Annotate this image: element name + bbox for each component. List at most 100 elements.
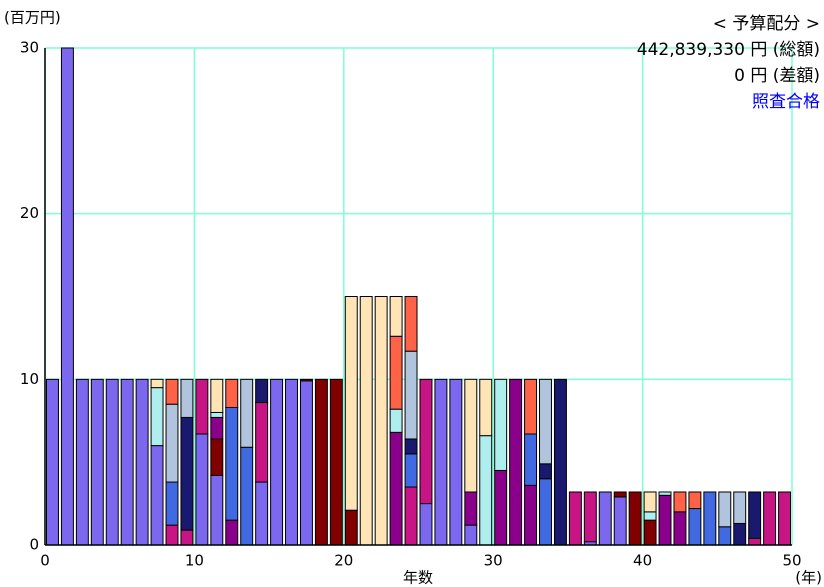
bar-segment (135, 378, 149, 546)
bar-segment (75, 378, 89, 546)
bar-segment (688, 491, 702, 510)
bar-segment (688, 508, 702, 546)
y-unit-label: (百万円) (4, 9, 61, 27)
bar-segment (733, 491, 747, 524)
bar-segment (240, 378, 254, 448)
bar-segment (389, 335, 403, 410)
x-tick-label: 50 (782, 552, 801, 570)
bar-segment (479, 435, 493, 546)
bar-segment (419, 378, 433, 505)
bar-segment (404, 296, 418, 352)
bar-segment (329, 378, 343, 546)
bar-segment (718, 491, 732, 528)
bar-segment (494, 469, 508, 546)
bar-segment (180, 416, 194, 531)
bar-segment (225, 519, 239, 546)
bar-segment (389, 296, 403, 337)
y-tick-label: 20 (20, 204, 39, 222)
bar-segment (419, 503, 433, 546)
x-tick-label: 10 (185, 552, 204, 570)
bar-segment (225, 378, 239, 408)
bar-segment (404, 453, 418, 488)
bar-segment (673, 491, 687, 513)
bar-segment (449, 378, 463, 546)
bar-segment (374, 296, 388, 546)
bar-segment (658, 494, 672, 546)
bar-segment (180, 378, 194, 418)
bar-segment (673, 511, 687, 546)
x-unit-label: (年) (795, 569, 822, 587)
bar-segment (180, 529, 194, 546)
bar-segment (299, 378, 313, 382)
bar-segment (165, 403, 179, 483)
bar-segment (210, 378, 224, 413)
y-tick-label: 0 (29, 536, 39, 554)
bar-segment (598, 491, 612, 546)
bar-segment (210, 416, 224, 440)
bar-segment (524, 378, 538, 435)
bar-segment (509, 378, 523, 546)
bar-segment (494, 378, 508, 471)
annotation: < 予算配分 > (713, 14, 820, 34)
bar-segment (150, 378, 164, 389)
bar-segment (150, 445, 164, 546)
bar-segment (643, 511, 657, 521)
bar-segment (240, 446, 254, 546)
bar-segment (524, 433, 538, 486)
bar-segment (763, 491, 777, 546)
y-tick-label: 30 (20, 39, 39, 57)
bar-segment (778, 491, 792, 546)
bar-segment (464, 524, 478, 546)
bar-segment (583, 491, 597, 543)
bar-segment (434, 378, 448, 546)
bar-segment (539, 378, 552, 465)
bar-segment (344, 509, 358, 546)
bar-segment (255, 481, 269, 546)
bar-segment (299, 380, 313, 546)
bar-segment (195, 433, 209, 546)
bar-segment (643, 491, 657, 513)
bar-segment (658, 491, 672, 496)
bar-segment (553, 378, 567, 546)
annotation: 0 円 (差額) (734, 66, 820, 86)
bar-segment (613, 496, 627, 546)
bar-segment (748, 491, 762, 539)
bar-segment (46, 378, 59, 546)
bar-segment (568, 491, 582, 546)
bar-segment (539, 463, 552, 480)
bar-segment (225, 406, 239, 521)
bar-segment (733, 522, 747, 546)
bar-segment (344, 296, 358, 511)
bar-segment (210, 438, 224, 476)
bar-segment (165, 524, 179, 546)
bar-segment (90, 378, 104, 546)
bar-segment (464, 491, 478, 526)
bar-segment (210, 474, 224, 546)
bar-segment (210, 411, 224, 418)
bar-segment (105, 378, 119, 546)
bar-segment (404, 350, 418, 440)
bar-segment (359, 296, 373, 546)
bar-segment (165, 481, 179, 526)
bar-segment (643, 519, 657, 546)
annotation: 442,839,330 円 (総額) (637, 40, 820, 60)
bar-segment (389, 431, 403, 546)
bar-segment (748, 537, 762, 546)
bar-segment (524, 484, 538, 546)
bar-segment (165, 378, 179, 405)
y-tick-label: 10 (20, 370, 39, 388)
bar-segment (255, 402, 269, 483)
bar-segment (718, 526, 732, 546)
bar-segment (539, 478, 552, 546)
bar-segment (150, 387, 164, 447)
bar-segment (404, 438, 418, 455)
x-tick-label: 40 (633, 552, 652, 570)
bar-segment (404, 486, 418, 546)
bar-segment (464, 378, 478, 493)
x-tick-label: 0 (40, 552, 50, 570)
bar-segment (255, 378, 269, 404)
bar-segment (270, 378, 284, 546)
bar-segment (285, 378, 298, 546)
annotation: 照査合格 (752, 92, 820, 112)
